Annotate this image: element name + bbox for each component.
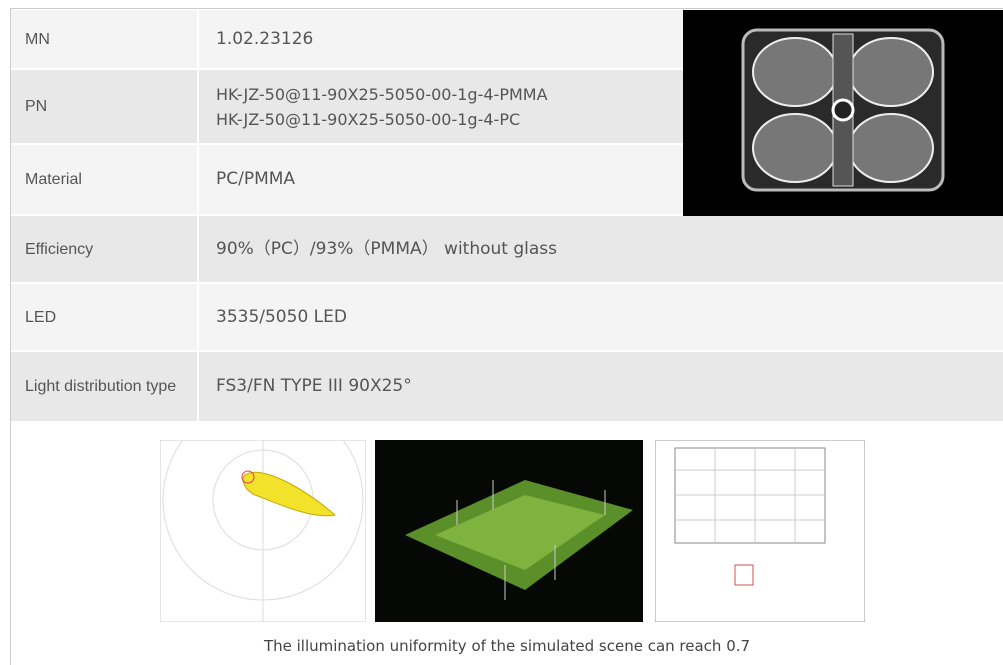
results: The illumination uniformity of the simul… (11, 423, 1003, 665)
table-row: Efficiency 90%（PC）/93%（PMMA） without glas… (11, 216, 1003, 284)
row-label: Light distribution type (11, 352, 199, 421)
row-label: Material (11, 145, 199, 214)
row-value: 1.02.23126 (216, 10, 313, 68)
row-label: Efficiency (11, 216, 199, 282)
row-value: 3535/5050 LED (216, 284, 347, 350)
scene-render (375, 440, 643, 622)
table-row: PN HK-JZ-50@11-90X25-5050-00-1g-4-PMMA HK-… (11, 70, 683, 145)
grid-result (655, 440, 865, 622)
value-line: 1.02.23126 (216, 28, 314, 49)
table-row: Light distribution type FS3/FN TYPE III 9… (11, 352, 1003, 423)
value-line: PC/PMMA (216, 169, 296, 189)
value-line: FS3/FN TYPE III 90X25° (216, 376, 412, 396)
table-row: Material PC/PMMA (11, 145, 683, 216)
caption: The illumination uniformity of the simul… (263, 637, 751, 655)
row-label: MN (11, 10, 199, 68)
row-value: HK-JZ-50@11-90X25-5050-00-1g-4-PMMA HK-JZ… (216, 70, 548, 143)
row-value: PC/PMMA (216, 145, 295, 214)
row-value: FS3/FN TYPE III 90X25° (216, 352, 412, 421)
frame (10, 8, 1003, 665)
row-label: PN (11, 70, 199, 143)
value-line: HK-JZ-50@11-90X25-5050-00-1g-4-PC (216, 109, 521, 129)
row-value: 90%（PC）/93%（PMMA） without glass (216, 216, 557, 282)
polar-plot (160, 440, 366, 622)
product-photo (683, 10, 1003, 216)
table-row: MN 1.02.23126 (11, 10, 683, 70)
value-line: 90%（PC）/93%（PMMA） without glass (216, 238, 557, 259)
value-line: HK-JZ-50@11-90X25-5050-00-1g-4-PMMA (216, 84, 548, 104)
value-line: 3535/5050 LED (216, 306, 347, 327)
row-label: LED (11, 284, 199, 350)
table-row: LED 3535/5050 LED (11, 284, 1003, 352)
